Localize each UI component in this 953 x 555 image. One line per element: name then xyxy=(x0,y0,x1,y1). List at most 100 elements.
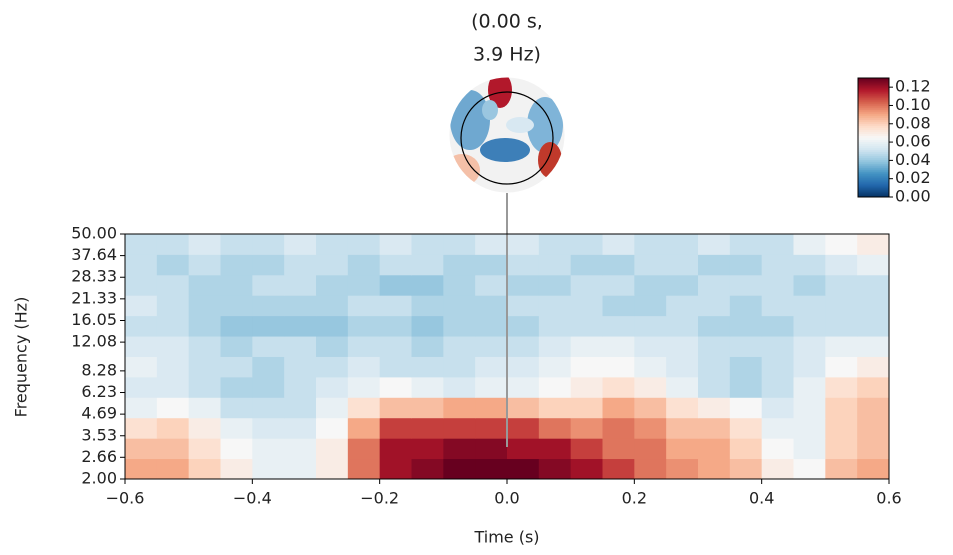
heatmap-cell xyxy=(857,438,890,460)
heatmap-cell xyxy=(634,254,667,276)
colorbar-step xyxy=(858,153,889,156)
heatmap-cell xyxy=(443,397,476,419)
heatmap-cell xyxy=(507,315,540,337)
heatmap-cell xyxy=(379,397,412,419)
heatmap-cell xyxy=(443,315,476,337)
heatmap-cell xyxy=(188,315,221,337)
colorbar-step xyxy=(858,159,889,162)
heatmap-cell xyxy=(156,254,190,276)
heatmap-cell xyxy=(411,254,444,276)
heatmap-cell xyxy=(188,417,221,439)
heatmap-cell xyxy=(507,254,540,276)
heatmap-cell xyxy=(825,438,858,460)
colorbar-step xyxy=(858,97,889,101)
heatmap-cell xyxy=(347,274,381,296)
heatmap-cell xyxy=(220,274,253,296)
heatmap-cell xyxy=(411,458,444,480)
heatmap-cell xyxy=(475,417,508,439)
heatmap-cell xyxy=(634,336,667,357)
heatmap-cell xyxy=(538,336,572,357)
heatmap-cell xyxy=(411,315,444,337)
colorbar-step xyxy=(858,115,889,119)
y-tick-label: 16.05 xyxy=(71,310,117,329)
heatmap-cell xyxy=(634,376,667,398)
heatmap-cell xyxy=(857,336,890,357)
heatmap-cell xyxy=(188,376,221,398)
heatmap-cell xyxy=(729,315,763,337)
colorbar-step xyxy=(858,101,889,105)
y-tick-label: 6.23 xyxy=(81,382,117,401)
heatmap-cell xyxy=(125,336,158,357)
colorbar-step xyxy=(858,157,889,160)
heatmap-cell xyxy=(188,397,221,419)
colorbar-step xyxy=(858,95,889,99)
heatmap-cell xyxy=(316,274,349,296)
heatmap-cell xyxy=(411,438,444,460)
heatmap-cell xyxy=(570,356,603,378)
colorbar-step xyxy=(858,175,889,178)
title: 3.9 Hz) xyxy=(473,44,541,66)
colorbar-step xyxy=(858,137,889,140)
heatmap-cell xyxy=(538,254,572,276)
heatmap-cell xyxy=(825,376,858,398)
heatmap-cell xyxy=(188,336,221,357)
heatmap-cell xyxy=(729,356,763,378)
y-tick-label: 12.08 xyxy=(71,332,117,351)
colorbar-step xyxy=(858,111,889,115)
title: (0.00 s, xyxy=(471,11,543,33)
heatmap-cell xyxy=(825,274,858,296)
heatmap-cell xyxy=(666,438,699,460)
colorbar-tick-label: 0.06 xyxy=(895,132,931,151)
colorbar-step xyxy=(858,78,889,81)
x-axis-label: Time (s) xyxy=(473,528,539,547)
heatmap-cell xyxy=(698,397,731,419)
heatmap-cell xyxy=(507,438,540,460)
y-tick-label: 8.28 xyxy=(81,360,117,379)
heatmap-cell xyxy=(284,336,317,357)
heatmap-cell xyxy=(379,458,412,480)
heatmap-cell xyxy=(761,376,794,398)
heatmap-cell xyxy=(570,336,603,357)
heatmap-cell xyxy=(125,295,158,317)
heatmap-cell xyxy=(602,438,635,460)
heatmap-cell xyxy=(602,295,635,317)
heatmap-cell xyxy=(761,438,794,460)
heatmap-cell xyxy=(698,376,731,398)
heatmap-cell xyxy=(698,254,731,276)
heatmap-cell xyxy=(379,417,412,439)
heatmap-cell xyxy=(220,315,253,337)
heatmap-cell xyxy=(793,376,826,398)
heatmap-cell xyxy=(729,438,763,460)
colorbar-step xyxy=(858,131,889,135)
heatmap-cell xyxy=(188,458,221,480)
heatmap-cell xyxy=(793,315,826,337)
heatmap-cell xyxy=(475,336,508,357)
heatmap-cell xyxy=(316,336,349,357)
heatmap-cell xyxy=(443,438,476,460)
heatmap-cell xyxy=(538,458,572,480)
heatmap-cell xyxy=(475,397,508,419)
colorbar-step xyxy=(858,139,889,142)
heatmap-cell xyxy=(252,458,285,480)
heatmap-cell xyxy=(729,274,763,296)
heatmap-cell xyxy=(125,397,158,419)
heatmap-cell xyxy=(857,356,890,378)
heatmap-cell xyxy=(156,234,190,255)
heatmap-cell xyxy=(666,397,699,419)
heatmap-cell xyxy=(666,458,699,480)
heatmap-cell xyxy=(857,254,890,276)
heatmap-cell xyxy=(793,254,826,276)
heatmap-cell xyxy=(443,295,476,317)
heatmap-cell xyxy=(698,356,731,378)
heatmap-cell xyxy=(698,234,731,255)
colorbar xyxy=(858,78,889,198)
heatmap-cell xyxy=(825,295,858,317)
colorbar-step xyxy=(858,93,889,97)
heatmap-cell xyxy=(411,295,444,317)
heatmap-cell xyxy=(857,295,890,317)
y-tick-label: 28.33 xyxy=(71,267,117,286)
heatmap-cell xyxy=(793,274,826,296)
heatmap-cell xyxy=(761,458,794,480)
heatmap-cell xyxy=(857,234,890,255)
colorbar-step xyxy=(858,193,889,196)
